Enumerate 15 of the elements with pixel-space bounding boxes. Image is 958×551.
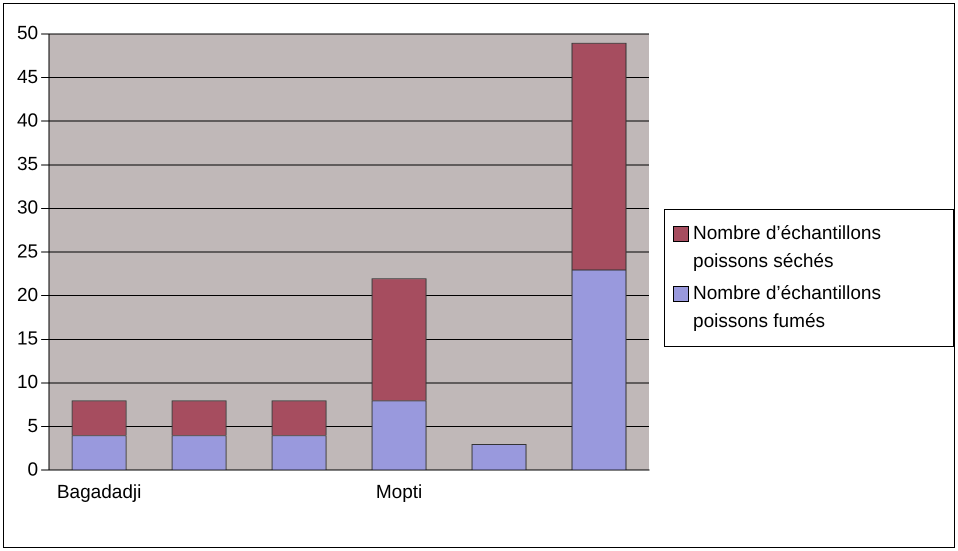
legend-label: Nombre d’échantillons poissons séchés [693,222,882,274]
y-tick-label: 40 [16,110,38,132]
y-tick-label: 10 [16,372,38,394]
x-tick-label: Bagadadji [56,482,142,503]
y-tick-label: 5 [28,416,38,437]
y-tick-label: 45 [16,66,38,88]
y-tick-label: 25 [16,241,38,262]
y-tick-label: 35 [16,154,38,176]
y-tick-label: 15 [16,328,38,350]
y-tick-label: 0 [28,459,38,480]
legend-label: Nombre d’échantillons poissons fumés [693,282,882,334]
y-tick-label: 30 [16,198,38,219]
x-tick-label: Mopti [376,482,422,503]
y-tick-label: 50 [16,23,38,44]
y-tick-label: 20 [16,284,38,306]
